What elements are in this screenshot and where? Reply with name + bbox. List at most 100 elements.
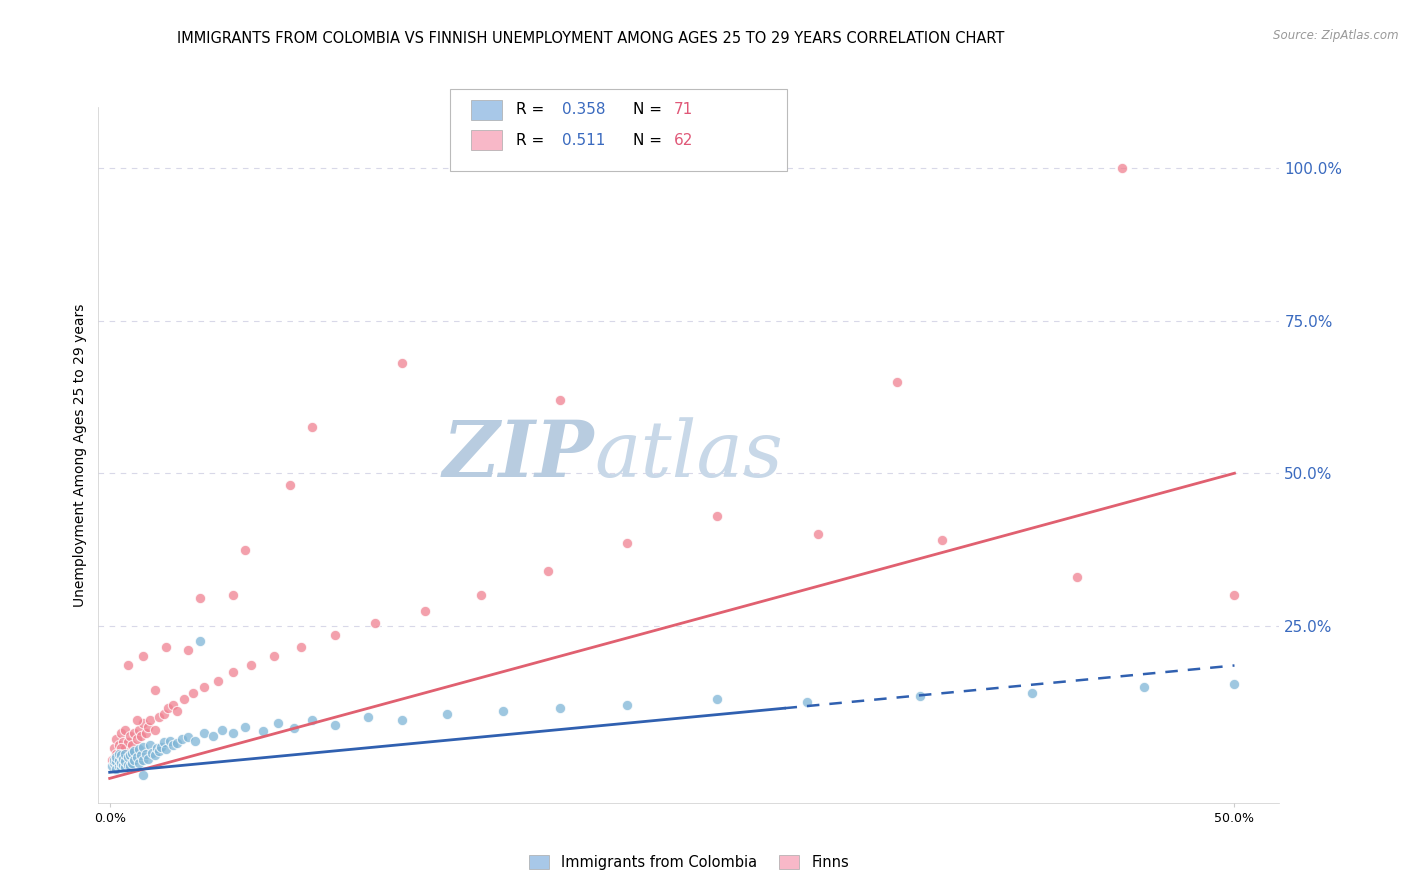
Point [114,740,136,755]
Point [117,750,139,764]
Point [150,739,173,754]
Point [616,698,638,713]
Point [166,736,188,750]
Point [166,704,188,718]
Point [118,759,141,773]
Point [103,756,125,771]
Point [159,733,181,747]
Point [105,762,128,776]
Point [132,649,155,664]
Point [143,748,166,763]
Point [391,356,413,370]
Point [267,716,290,731]
Point [148,710,170,724]
Point [112,758,135,772]
Point [1133,680,1156,694]
Point [114,723,136,737]
Point [301,420,323,434]
Point [143,723,166,737]
Point [107,759,129,773]
Point [118,748,141,763]
Point [107,747,129,761]
Point [117,735,139,749]
Point [110,756,132,771]
Point [181,686,204,700]
Text: N =: N = [633,103,666,117]
Text: Source: ZipAtlas.com: Source: ZipAtlas.com [1274,29,1399,42]
Point [146,740,169,755]
Point [121,756,143,771]
Point [155,742,177,756]
Point [1066,570,1088,584]
Point [114,754,136,768]
Point [139,714,162,728]
Point [323,628,346,642]
Point [152,707,174,722]
Point [101,759,124,773]
Point [117,658,139,673]
Point [141,746,163,760]
Point [470,588,492,602]
Point [283,722,305,736]
Point [211,723,233,737]
Point [278,478,301,492]
Point [107,738,129,752]
Text: atlas: atlas [595,417,783,493]
Point [148,744,170,758]
Point [290,640,312,655]
Point [110,725,132,739]
Point [125,750,148,764]
Y-axis label: Unemployment Among Ages 25 to 29 years: Unemployment Among Ages 25 to 29 years [73,303,87,607]
Point [323,717,346,731]
Point [132,753,155,767]
Point [357,710,380,724]
Point [103,740,125,755]
Point [124,725,146,739]
Point [157,701,180,715]
Point [105,747,128,761]
Point [101,753,124,767]
Point [908,689,931,703]
Point [222,588,245,602]
Point [107,753,129,767]
Point [114,760,136,774]
Point [110,740,132,755]
Text: 71: 71 [673,103,693,117]
Point [124,744,146,758]
Text: 62: 62 [673,133,693,147]
Point [177,730,200,744]
Point [1223,588,1246,602]
Point [301,714,323,728]
Point [132,716,155,731]
Point [128,756,150,771]
Text: 0.358: 0.358 [562,103,606,117]
Point [128,742,150,756]
Point [128,723,150,737]
Point [807,527,830,541]
Point [135,747,157,761]
Point [240,658,263,673]
Point [162,698,184,713]
Point [129,729,152,743]
Text: IMMIGRANTS FROM COLOMBIA VS FINNISH UNEMPLOYMENT AMONG AGES 25 TO 29 YEARS CORRE: IMMIGRANTS FROM COLOMBIA VS FINNISH UNEM… [177,31,1004,46]
Point [173,692,195,706]
Point [931,533,953,548]
Point [143,682,166,697]
Point [548,392,571,407]
Point [706,692,728,706]
Point [202,729,225,743]
Point [117,758,139,772]
Point [1111,161,1133,175]
Point [413,603,436,617]
Point [207,673,229,688]
Legend: Immigrants from Colombia, Finns: Immigrants from Colombia, Finns [523,849,855,876]
Point [139,738,162,752]
Point [110,744,132,758]
Point [548,701,571,715]
Point [706,508,728,523]
Point [436,707,458,722]
Text: R =: R = [516,133,554,147]
Point [105,750,128,764]
Point [162,738,184,752]
Point [129,748,152,763]
